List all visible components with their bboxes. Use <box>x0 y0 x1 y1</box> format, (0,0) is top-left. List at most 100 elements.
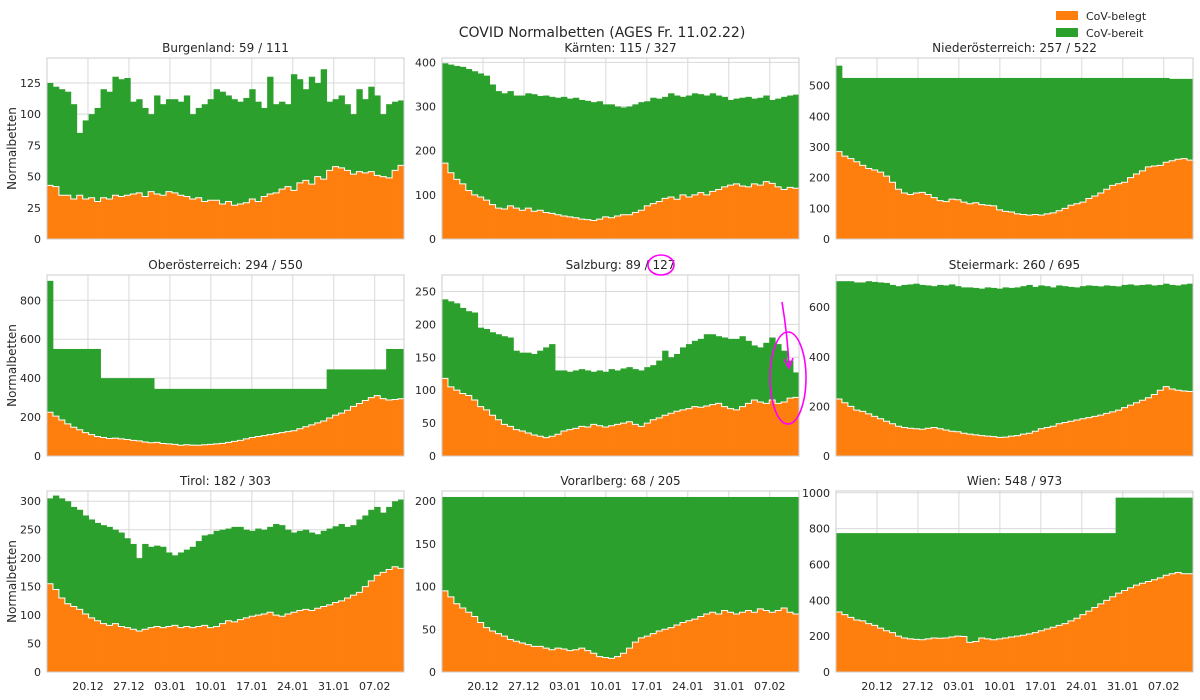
bar-bereit <box>100 89 107 198</box>
bar-belegt <box>525 644 532 672</box>
bar-bereit <box>572 496 580 650</box>
bar-bereit <box>495 91 502 209</box>
bar-belegt <box>368 171 375 239</box>
bar-belegt <box>793 397 800 456</box>
bar-bereit <box>1068 533 1075 621</box>
bar-belegt <box>943 637 950 672</box>
bar-bereit <box>525 352 532 433</box>
bar-belegt <box>154 442 161 456</box>
bar-bereit <box>1050 77 1057 213</box>
bar-belegt <box>895 636 902 672</box>
bar-belegt <box>769 612 776 672</box>
bar-belegt <box>836 151 843 239</box>
bar-bereit <box>1050 533 1057 628</box>
bar-bereit <box>793 496 800 614</box>
bar-belegt <box>177 445 185 456</box>
bar-bereit <box>392 101 399 171</box>
bar-belegt <box>697 192 705 239</box>
bar-belegt <box>901 427 908 456</box>
bar-belegt <box>171 192 179 239</box>
bar-belegt <box>308 184 316 239</box>
bar-belegt <box>442 378 449 456</box>
x-tick-label: 10.01 <box>590 680 622 693</box>
bar-bereit <box>1133 77 1140 174</box>
bar-bereit <box>751 345 758 401</box>
bar-bereit <box>380 512 387 573</box>
bar-belegt <box>225 201 232 239</box>
bar-belegt <box>189 445 197 456</box>
bar-bereit <box>691 340 699 407</box>
bar-bereit <box>1121 284 1128 408</box>
bar-belegt <box>160 627 167 672</box>
bar-belegt <box>296 610 304 672</box>
bar-bereit <box>949 284 956 432</box>
y-tick-label: 200 <box>20 411 41 424</box>
panel-title: Vorarlberg: 68 / 205 <box>560 474 680 488</box>
bar-bereit <box>901 77 908 193</box>
bar-belegt <box>374 395 381 456</box>
bar-belegt <box>1002 637 1009 672</box>
bar-bereit <box>656 496 663 632</box>
bar-bereit <box>1085 285 1093 418</box>
bar-belegt <box>877 172 884 239</box>
bar-bereit <box>793 94 800 189</box>
bar-bereit <box>1044 286 1051 428</box>
bar-bereit <box>1079 286 1087 419</box>
bar-belegt <box>751 183 758 239</box>
bar-bereit <box>841 281 849 403</box>
bar-bereit <box>919 284 926 430</box>
bar-bereit <box>685 95 693 198</box>
bar-bereit <box>465 69 473 191</box>
bar-bereit <box>1056 533 1063 626</box>
bar-bereit <box>124 378 131 440</box>
bar-bereit <box>1151 285 1158 395</box>
bar-belegt <box>836 398 843 456</box>
bar-belegt <box>727 612 734 672</box>
bar-bereit <box>183 549 191 627</box>
legend-swatch-belegt <box>1056 11 1078 20</box>
bar-bereit <box>362 369 369 401</box>
panel-burgenland: 0 25 50 75 100 125 Burgenland: 59 / 111 Normalb… <box>5 41 405 246</box>
bar-belegt <box>614 216 621 239</box>
bar-bereit <box>1139 497 1146 584</box>
bar-bereit <box>1014 287 1021 436</box>
bar-belegt <box>501 208 508 239</box>
x-tick-label: 17.01 <box>236 680 268 693</box>
y-tick-label: 100 <box>809 202 830 215</box>
bar-bereit <box>1103 285 1111 414</box>
bar-bereit <box>243 97 250 203</box>
bar-bereit <box>1103 533 1111 601</box>
panel-title: Niederösterreich: 257 / 522 <box>932 41 1097 55</box>
bar-bereit <box>290 74 298 191</box>
bar-belegt <box>118 438 125 456</box>
bar-belegt <box>1133 173 1140 239</box>
bar-belegt <box>996 638 1003 672</box>
bar-belegt <box>763 403 770 456</box>
x-tick-label: 27.12 <box>113 680 145 693</box>
bar-bereit <box>1121 77 1128 183</box>
bar-bereit <box>58 89 66 196</box>
bar-bereit <box>1032 286 1039 432</box>
bar-belegt <box>344 598 351 672</box>
bar-belegt <box>901 192 908 239</box>
bar-bereit <box>775 496 782 611</box>
bar-bereit <box>459 496 467 608</box>
bar-bereit <box>195 541 203 627</box>
bar-bereit <box>350 525 357 596</box>
bar-belegt <box>1133 402 1140 456</box>
bar-belegt <box>82 432 90 456</box>
y-tick-label: 50 <box>27 638 41 651</box>
bar-belegt <box>267 194 274 239</box>
bar-belegt <box>1044 628 1051 672</box>
bar-bereit <box>201 388 209 445</box>
bar-bereit <box>219 529 226 624</box>
bar-bereit <box>745 496 752 611</box>
bar-bereit <box>763 496 770 611</box>
bar-bereit <box>1008 533 1015 638</box>
bar-bereit <box>453 303 461 391</box>
bar-bereit <box>739 97 746 187</box>
bar-belegt <box>955 199 962 239</box>
bar-belegt <box>1121 590 1128 672</box>
y-tick-label: 0 <box>429 666 436 679</box>
bar-belegt <box>531 646 538 672</box>
